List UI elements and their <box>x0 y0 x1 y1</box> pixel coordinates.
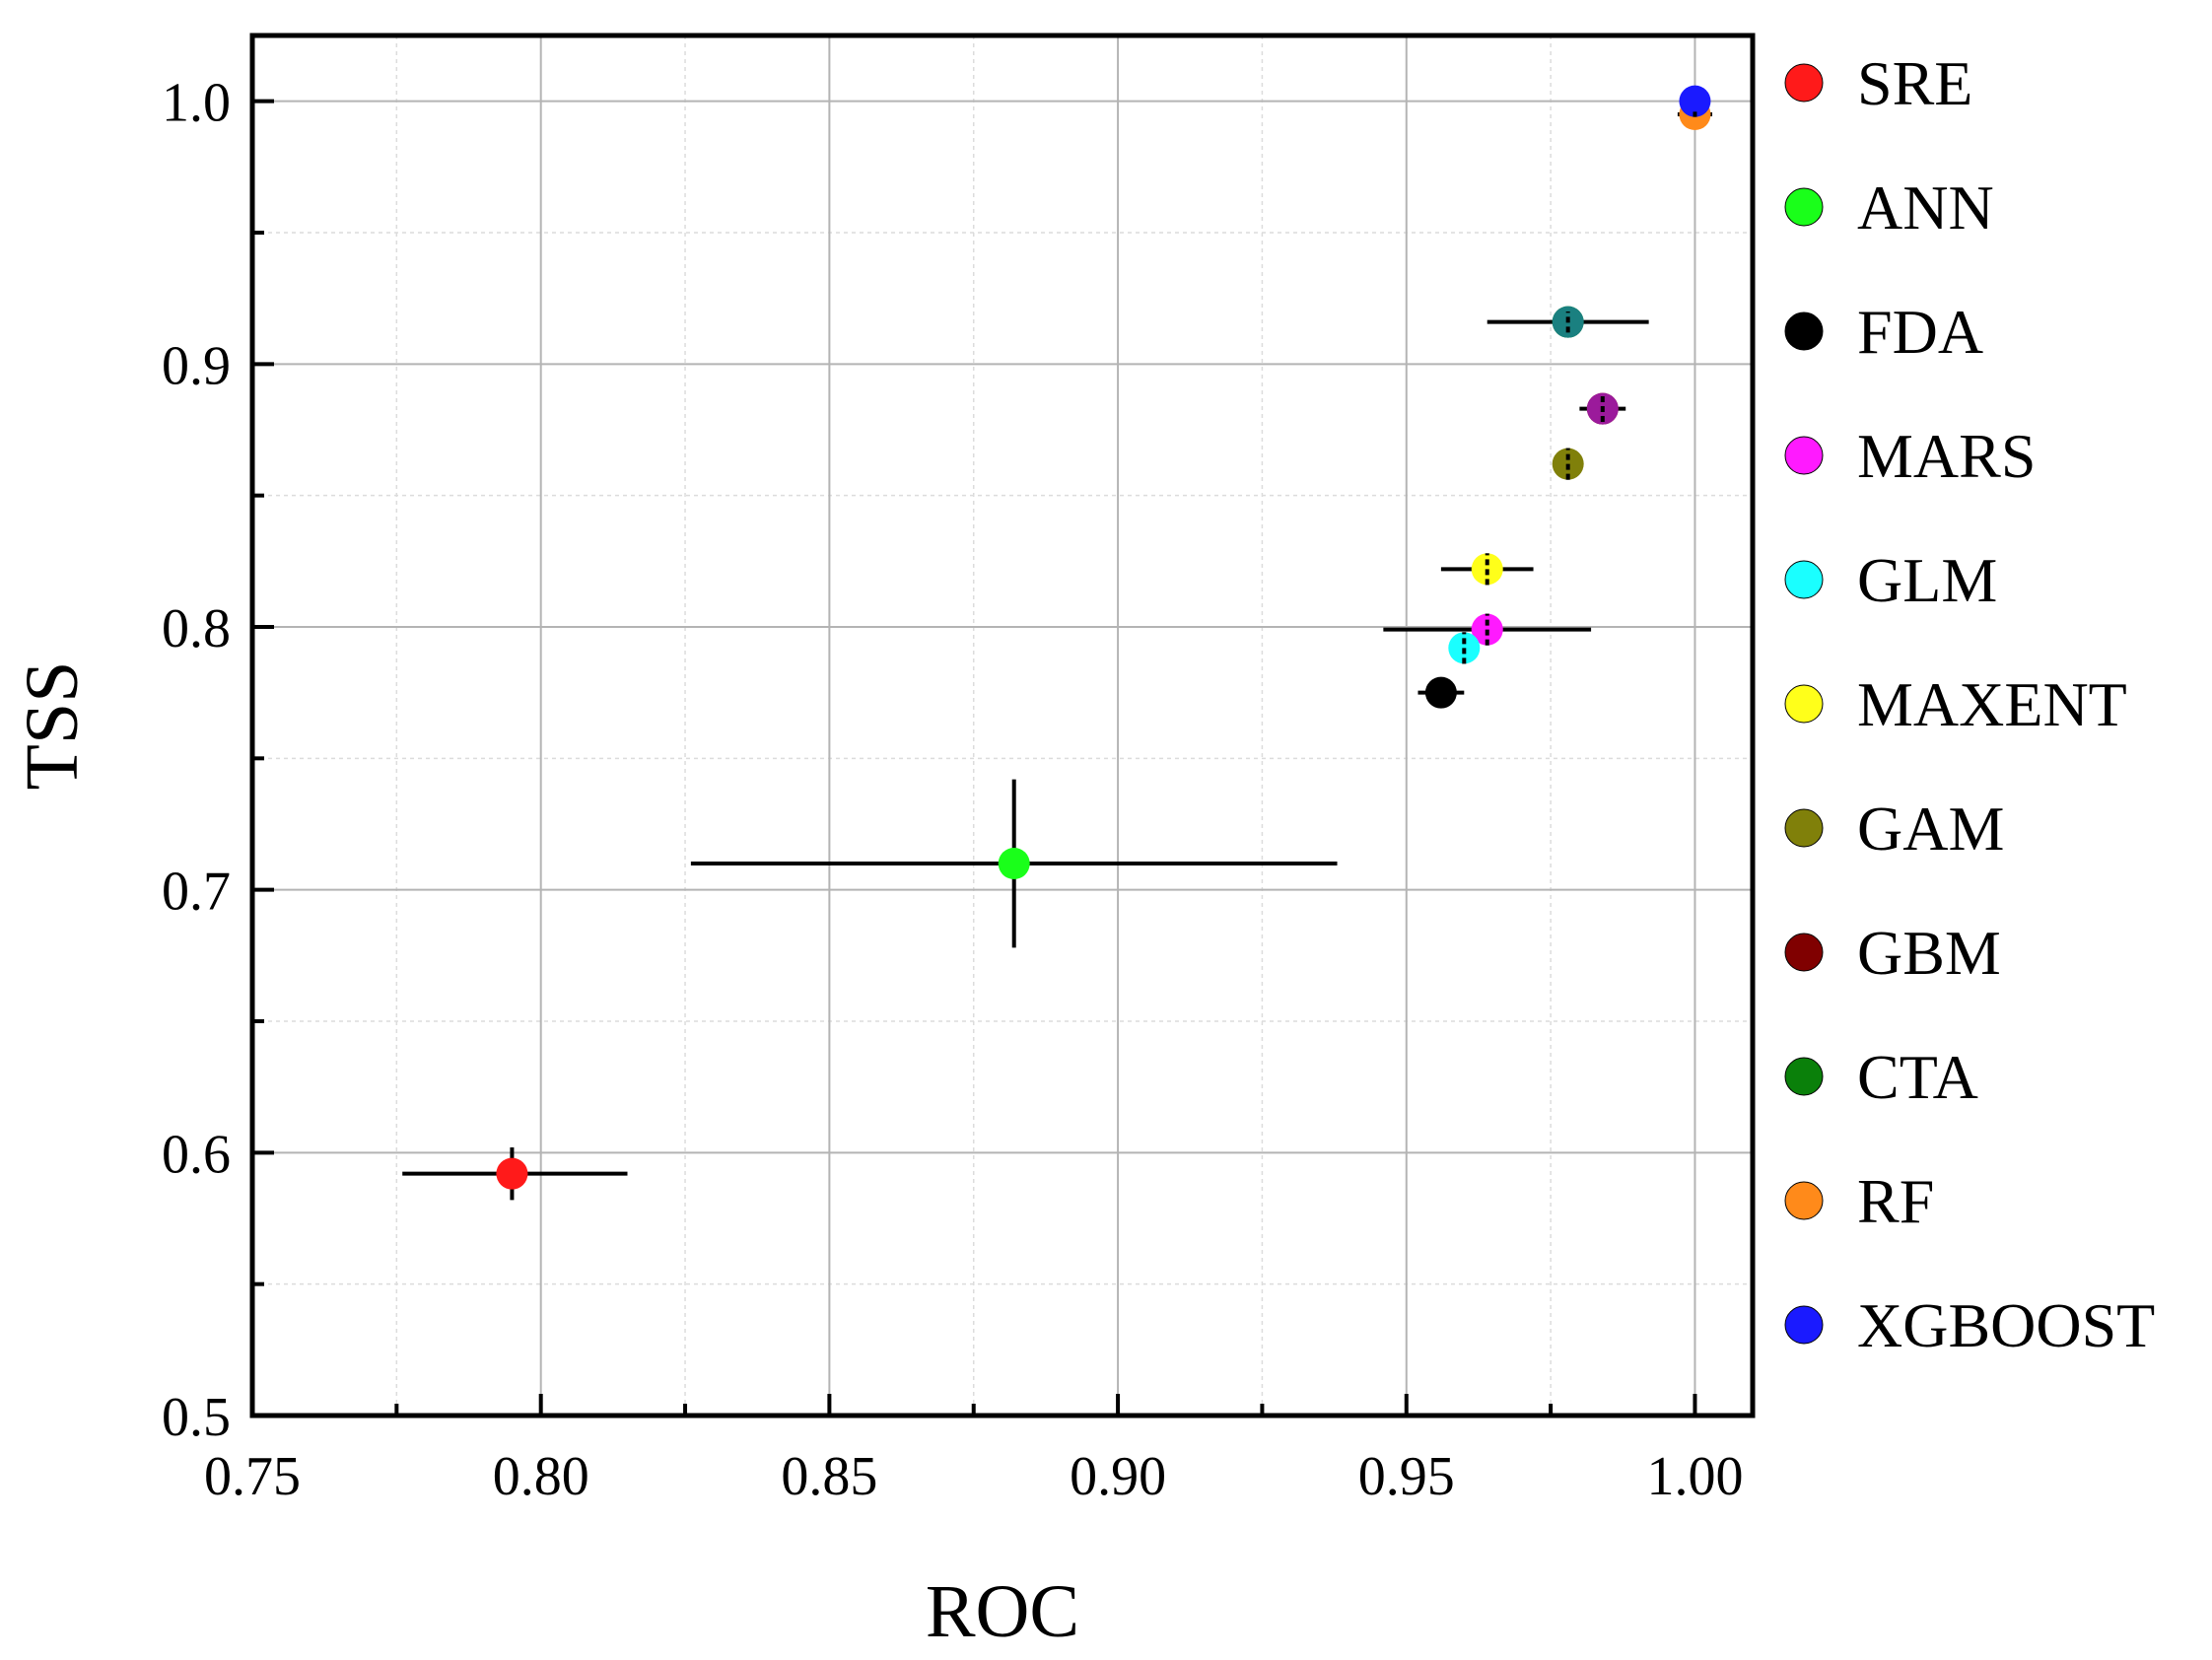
ann-point <box>998 848 1030 879</box>
y-tick-label: 0.8 <box>162 598 231 659</box>
sre-legend-label: SRE <box>1857 48 1972 118</box>
glm-legend-marker <box>1784 560 1824 599</box>
ann-legend-label: ANN <box>1857 173 1994 242</box>
tick-layer: 0.75 0.80 0.85 0.90 0.95 1.00 0.5 0.6 0.7 0.8 0.9 1… <box>162 73 1743 1507</box>
y-tick-label: 0.5 <box>162 1387 231 1448</box>
gam-legend-marker <box>1784 808 1824 848</box>
sre-point <box>496 1157 528 1190</box>
grid-layer <box>251 35 1753 1417</box>
y-tick-label: 0.7 <box>162 862 231 923</box>
maxent-legend-marker <box>1784 684 1824 724</box>
gbm-legend-label: GBM <box>1857 918 2001 988</box>
x-tick-label: 0.95 <box>1358 1446 1455 1507</box>
xgboost-legend-marker <box>1784 1305 1824 1345</box>
gam-legend-label: GAM <box>1857 794 2004 864</box>
data-point-layer <box>496 85 1711 1190</box>
fda-legend-label: FDA <box>1857 297 1983 367</box>
glm-legend-label: GLM <box>1857 545 1997 615</box>
y-tick-label: 1.0 <box>162 73 231 134</box>
cta-legend-label: CTA <box>1857 1042 1978 1112</box>
maxent-legend-label: MAXENT <box>1857 669 2127 739</box>
legend: SRE ANN FDA MARS GLM MAXENT GAM GBM CTA RF XGBOOST <box>1784 48 2155 1360</box>
y-tick-label: 0.9 <box>162 335 231 396</box>
x-tick-label: 0.90 <box>1070 1446 1166 1507</box>
plot-frame <box>249 33 1756 1418</box>
mars-legend-marker <box>1784 436 1824 475</box>
x-tick-label: 0.80 <box>493 1446 589 1507</box>
sre-legend-marker <box>1784 63 1824 103</box>
ann-legend-marker <box>1784 187 1824 227</box>
mars-legend-label: MARS <box>1857 421 2036 491</box>
xgboost-point <box>1679 85 1711 117</box>
x-axis-title: ROC <box>926 1570 1079 1653</box>
cta-legend-marker <box>1784 1057 1824 1096</box>
x-tick-label: 0.75 <box>204 1446 301 1507</box>
xgboost-legend-label: XGBOOST <box>1857 1290 2155 1360</box>
rf-legend-label: RF <box>1857 1166 1934 1236</box>
y-tick-label: 0.6 <box>162 1124 231 1185</box>
rf-legend-marker <box>1784 1181 1824 1220</box>
x-tick-label: 1.00 <box>1646 1446 1743 1507</box>
fda-legend-marker <box>1784 311 1824 351</box>
x-tick-label: 0.85 <box>781 1446 877 1507</box>
y-axis-title: TSS <box>11 661 94 791</box>
gbm-legend-marker <box>1784 933 1824 972</box>
